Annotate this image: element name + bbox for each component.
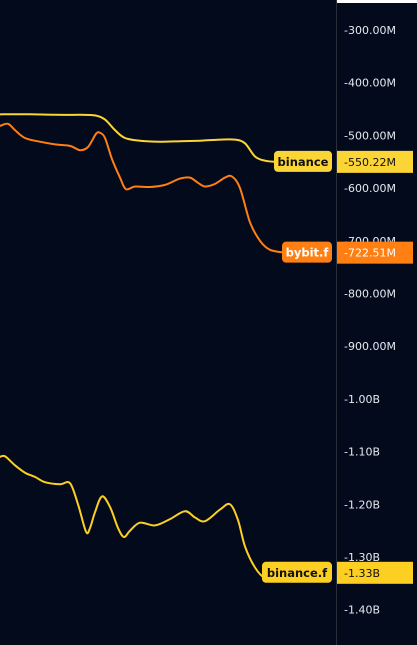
y-tick-label: -500.00M [344, 129, 396, 142]
series-name-tag [262, 561, 332, 583]
y-tick-label: -1.40B [344, 604, 380, 617]
y-tick-label: -400.00M [344, 77, 396, 90]
series-line-binance [0, 113, 278, 163]
series-name-tag [274, 150, 332, 172]
series-value-label: -1.33B [344, 567, 380, 580]
series-value-label: -550.22M [344, 156, 396, 169]
series-name-tag [282, 241, 332, 263]
y-tick-label: -300.00M [344, 24, 396, 37]
series-lines [0, 113, 286, 581]
series-line-bybit-f [0, 122, 286, 254]
y-tick-label: -900.00M [344, 340, 396, 353]
series-value-box [337, 150, 413, 173]
y-tick-label: -1.10B [344, 446, 380, 459]
price-axis-ticks: -300.00M-400.00M-500.00M-600.00M-700.00M… [344, 24, 396, 617]
axis-top-marker [337, 0, 417, 3]
series-tags: binance -550.22M bybit.f -722.51M binance.f -… [262, 150, 413, 584]
y-tick-label: -1.20B [344, 498, 380, 511]
series-name-label: binance [278, 155, 329, 169]
series-value-box [337, 561, 413, 584]
series-name-label: binance.f [267, 566, 328, 580]
series-line-binance-f [0, 454, 279, 581]
series-value-box [337, 241, 413, 264]
series-value-label: -722.51M [344, 247, 396, 260]
y-tick-label: -800.00M [344, 288, 396, 301]
y-tick-label: -600.00M [344, 182, 396, 195]
y-tick-label: -1.30B [344, 551, 380, 564]
y-tick-label: -1.00B [344, 393, 380, 406]
series-name-label: bybit.f [286, 246, 330, 260]
